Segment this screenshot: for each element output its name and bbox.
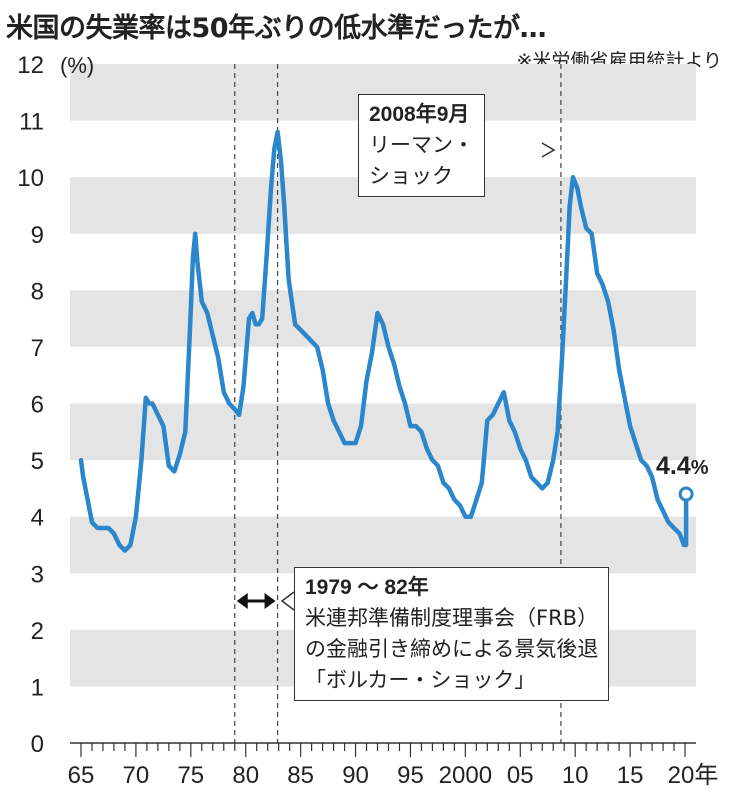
chart-title: 米国の失業率は50年ぶりの低水準だったが… — [6, 13, 547, 44]
volcker-line-2: の金融引き締めによる景気後退 — [305, 637, 599, 661]
volcker-line-3: 「ボルカー・ショック」 — [305, 668, 536, 692]
x-tick-label: 05 — [507, 762, 534, 789]
x-tick-label: 20年 — [668, 762, 719, 789]
volcker-annotation: 1979 ～ 82年 米連邦準備制度理事会（FRB） の金融引き締めによる景気後… — [294, 567, 610, 701]
y-tick-label: 8 — [31, 278, 44, 305]
lehman-line-2: ショック — [369, 164, 453, 188]
x-tick-label: 75 — [177, 762, 204, 789]
grid-band — [70, 516, 696, 574]
grid-band — [70, 290, 696, 347]
y-unit-label: (%) — [60, 53, 94, 78]
y-tick-label: 4 — [31, 505, 44, 532]
y-tick-label: 12 — [17, 52, 44, 79]
x-tick-label: 90 — [342, 762, 369, 789]
volcker-line-1: 米連邦準備制度理事会（FRB） — [305, 606, 599, 630]
y-tick-label: 3 — [31, 561, 44, 588]
end-value: 4.4 — [656, 452, 691, 480]
end-value-unit: % — [690, 457, 709, 479]
lehman-line-1: リーマン・ — [369, 133, 474, 157]
end-point-marker — [678, 486, 694, 502]
y-tick-label: 2 — [31, 618, 44, 645]
x-tick-label: 85 — [287, 762, 314, 789]
lehman-heading: 2008年9月 — [369, 103, 470, 126]
x-tick-label: 15 — [617, 762, 644, 789]
y-tick-label: 11 — [19, 109, 44, 136]
volcker-heading: 1979 ～ 82年 — [305, 576, 429, 599]
range-arrow-left-head — [236, 593, 248, 609]
lehman-callout-pointer — [541, 142, 556, 158]
y-tick-label: 5 — [31, 448, 44, 475]
x-tick-label: 2000 — [439, 762, 492, 789]
y-tick-label: 10 — [17, 165, 44, 192]
x-tick-label: 70 — [123, 762, 150, 789]
range-arrow-right-head — [264, 593, 276, 609]
y-tick-label: 1 — [31, 674, 44, 701]
x-tick-label: 80 — [232, 762, 259, 789]
unemployment-line — [78, 129, 689, 553]
end-value-label: 4.4% — [656, 452, 709, 481]
x-tick-label: 65 — [68, 762, 95, 789]
x-tick-label: 95 — [397, 762, 424, 789]
y-tick-label: 6 — [31, 392, 44, 419]
y-tick-label: 9 — [31, 222, 44, 249]
volcker-callout-pointer — [280, 591, 295, 611]
grid-band — [70, 403, 696, 461]
x-tick-label: 10 — [562, 762, 589, 789]
lehman-annotation: 2008年9月 リーマン・ ショック — [358, 94, 485, 197]
y-tick-label: 7 — [31, 335, 44, 362]
y-tick-label: 0 — [31, 731, 44, 758]
